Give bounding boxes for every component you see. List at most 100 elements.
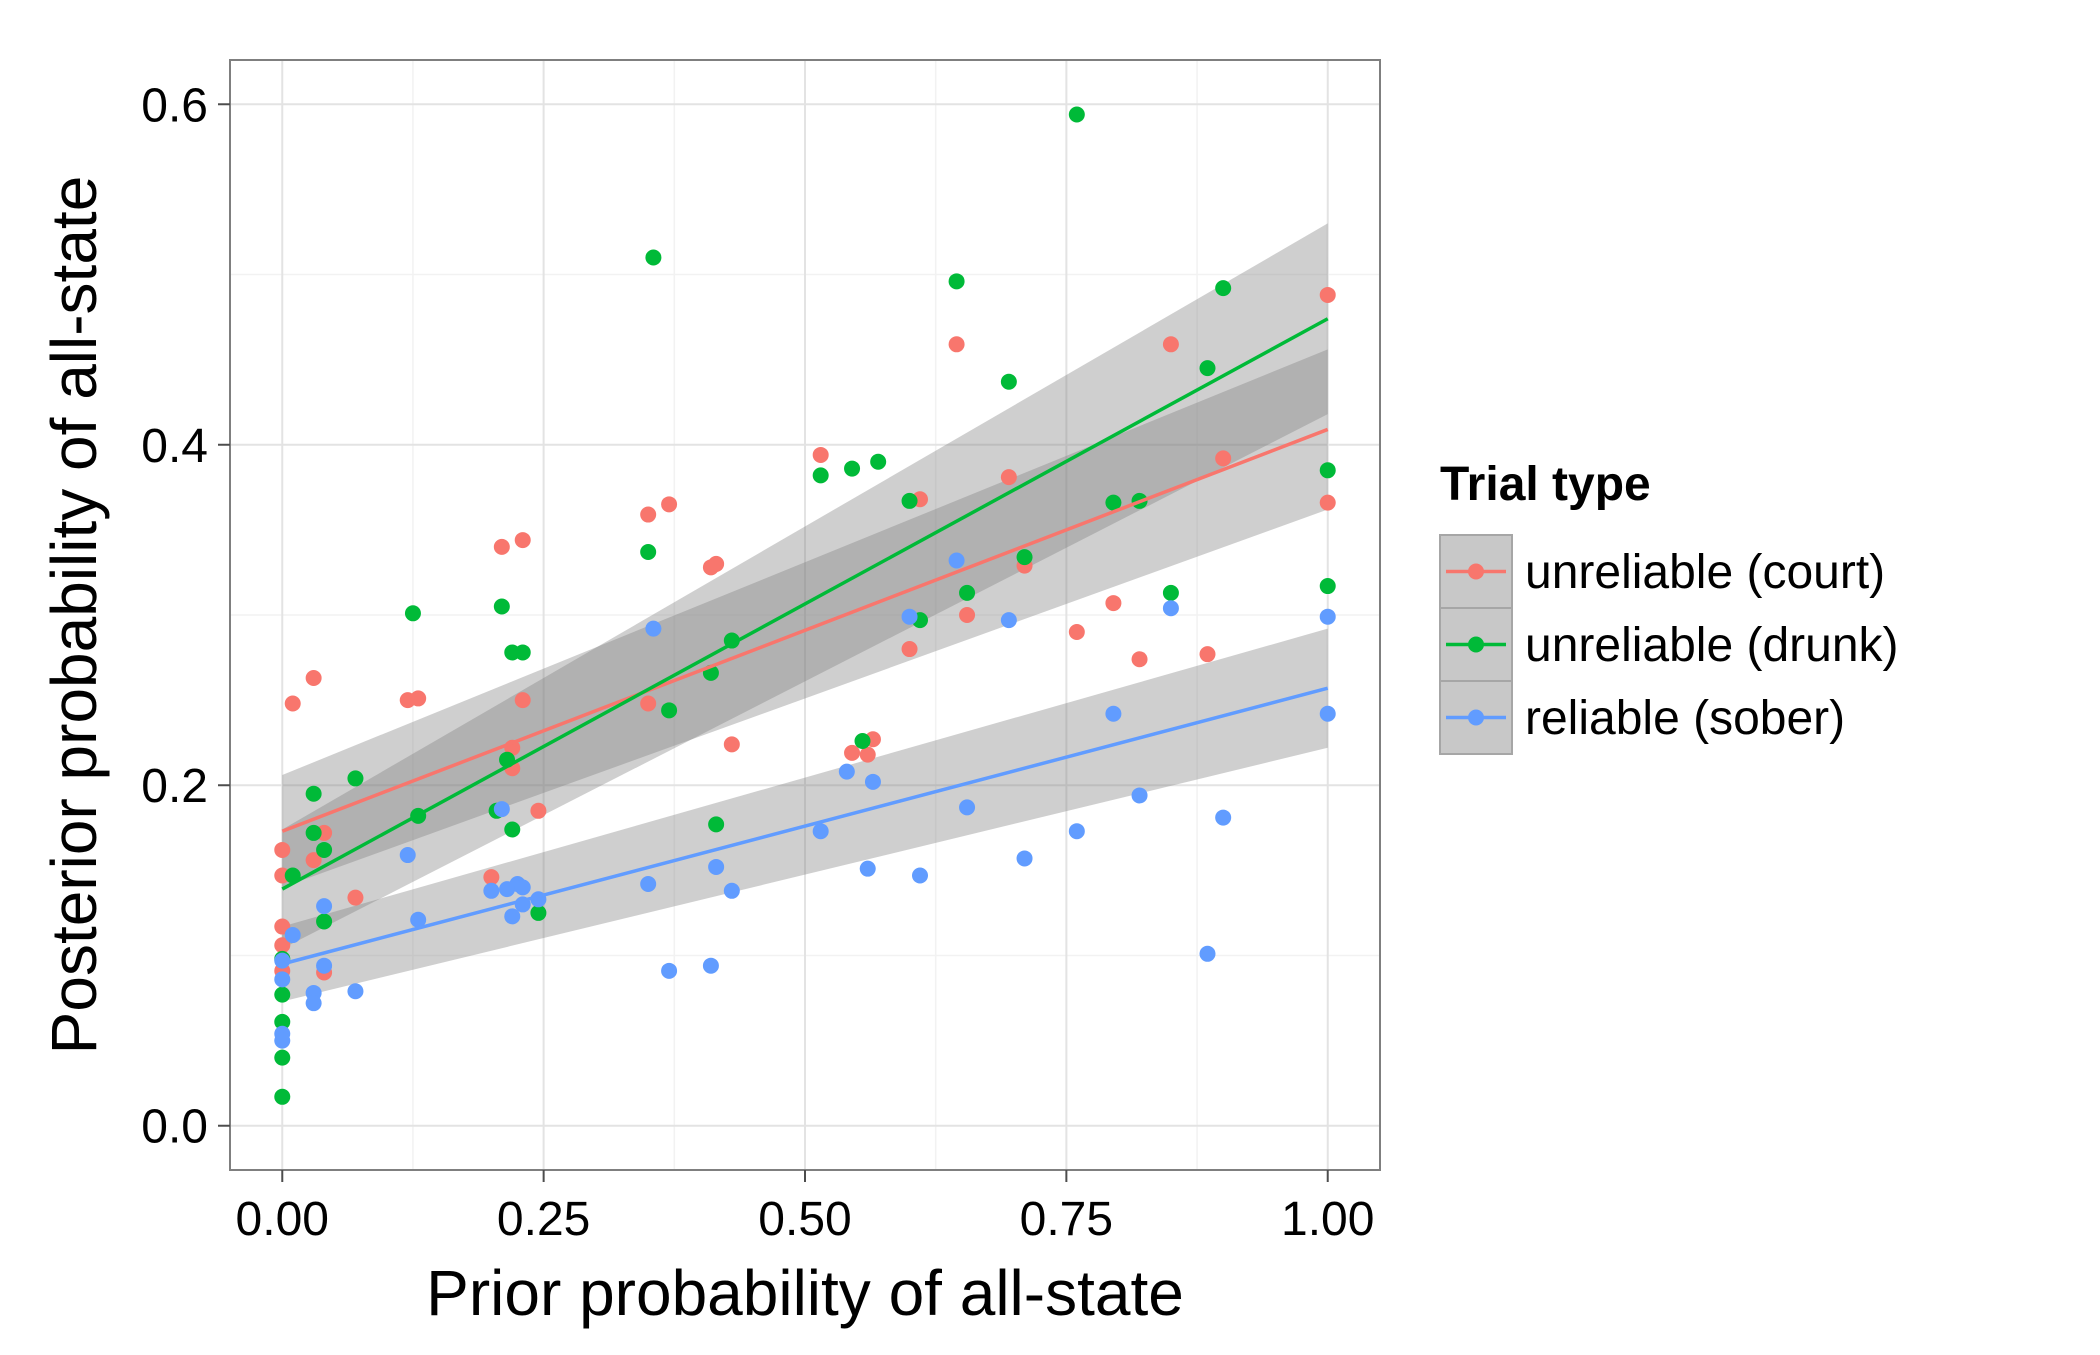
data-point-series-2 [723,882,740,899]
data-point-series-0 [1215,450,1232,467]
data-point-series-2 [640,875,657,892]
data-point-series-2 [901,608,918,625]
data-point-series-2 [399,847,416,864]
x-tick-label: 0.75 [1020,1193,1113,1246]
data-point-series-2 [1105,705,1122,722]
data-point-series-0 [661,496,678,513]
legend: Trial type unreliable (court) unreliable (… [1439,458,1899,755]
legend-key-point-series-0 [1468,563,1484,580]
data-point-series-2 [274,1032,291,1049]
data-point-series-2 [1319,608,1336,625]
x-tick-label: 0.00 [236,1193,329,1246]
data-point-series-1 [1162,584,1179,601]
data-point-series-1 [404,605,421,622]
data-point-series-0 [1068,624,1085,641]
data-point-series-0 [410,690,427,707]
y-axis-title: Posterior probability of all-state [38,176,110,1055]
x-axis-title: Prior probability of all-state [426,1257,1184,1329]
data-point-series-1 [274,986,291,1003]
data-point-series-2 [864,773,881,790]
x-tick-label: 0.50 [758,1193,851,1246]
data-point-series-0 [812,446,829,463]
x-tick-label: 0.25 [497,1193,590,1246]
data-point-series-0 [274,841,291,858]
data-point-series-1 [1105,494,1122,511]
fit-line-series-0 [281,427,1329,833]
data-point-series-1 [901,492,918,509]
legend-key-point-series-2 [1468,709,1484,726]
data-point-series-0 [284,695,301,712]
data-point-series-1 [493,598,510,615]
data-point-series-1 [708,816,725,833]
data-point-series-1 [1319,578,1336,595]
data-point-series-0 [1199,646,1216,663]
data-point-series-2 [959,799,976,816]
data-point-series-1 [1199,360,1216,377]
data-point-series-2 [284,927,301,944]
data-point-series-1 [1215,280,1232,297]
plot-panel [230,60,1380,1170]
data-point-series-2 [1199,945,1216,962]
data-point-series-1 [948,273,965,290]
data-point-series-1 [854,732,871,749]
y-tick-label: 0.6 [141,79,208,132]
data-point-series-2 [1215,809,1232,826]
data-point-series-2 [1319,705,1336,722]
data-point-series-2 [859,860,876,877]
data-point-series-0 [514,692,531,709]
data-point-series-0 [347,889,364,906]
data-point-series-1 [640,544,657,561]
legend-key-point-series-1 [1468,636,1484,653]
data-point-series-1 [274,1088,291,1105]
data-point-series-2 [702,957,719,974]
data-point-series-2 [1131,787,1148,804]
confidence-band-series-1 [282,223,1328,949]
data-point-series-2 [1068,823,1085,840]
data-point-series-0 [901,641,918,658]
data-point-series-0 [1000,469,1017,486]
data-point-series-2 [274,952,291,969]
data-point-series-1 [274,1049,291,1066]
data-point-series-1 [305,824,322,841]
data-point-series-2 [504,908,521,925]
legend-title: Trial type [1440,458,1651,511]
y-tick-label: 0.2 [141,760,208,813]
legend-label-series-2: reliable (sober) [1525,692,1845,745]
data-point-series-1 [316,913,333,930]
data-point-series-2 [912,867,928,884]
data-point-series-0 [723,736,740,753]
data-point-series-2 [948,552,965,569]
data-point-series-0 [1131,651,1148,668]
data-point-series-1 [274,1013,291,1030]
data-point-series-1 [1319,462,1336,479]
data-point-series-0 [844,744,861,761]
data-point-series-2 [483,882,500,899]
fit-line-series-1 [281,317,1329,891]
data-point-series-2 [645,620,662,637]
data-point-series-0 [1105,595,1122,612]
data-point-series-1 [661,702,678,719]
data-point-series-2 [316,898,333,915]
data-point-series-0 [514,532,531,549]
data-point-series-0 [948,336,965,353]
data-point-series-0 [483,869,500,886]
data-point-series-0 [305,852,322,869]
data-point-series-0 [305,669,322,686]
data-point-series-1 [305,785,322,802]
data-point-series-1 [316,841,333,858]
data-point-series-1 [1068,106,1085,123]
data-point-series-1 [812,467,829,484]
data-point-series-1 [870,453,887,470]
fit-line-series-2 [281,686,1329,966]
data-point-series-0 [493,538,510,555]
legend-label-series-0: unreliable (court) [1525,546,1885,599]
data-point-series-2 [274,971,291,988]
data-point-series-2 [410,911,427,928]
x-tick-label: 1.00 [1281,1193,1374,1246]
data-point-series-2 [1162,600,1179,617]
data-point-series-0 [1319,494,1336,511]
data-point-series-2 [493,801,510,818]
data-point-series-2 [838,763,855,780]
